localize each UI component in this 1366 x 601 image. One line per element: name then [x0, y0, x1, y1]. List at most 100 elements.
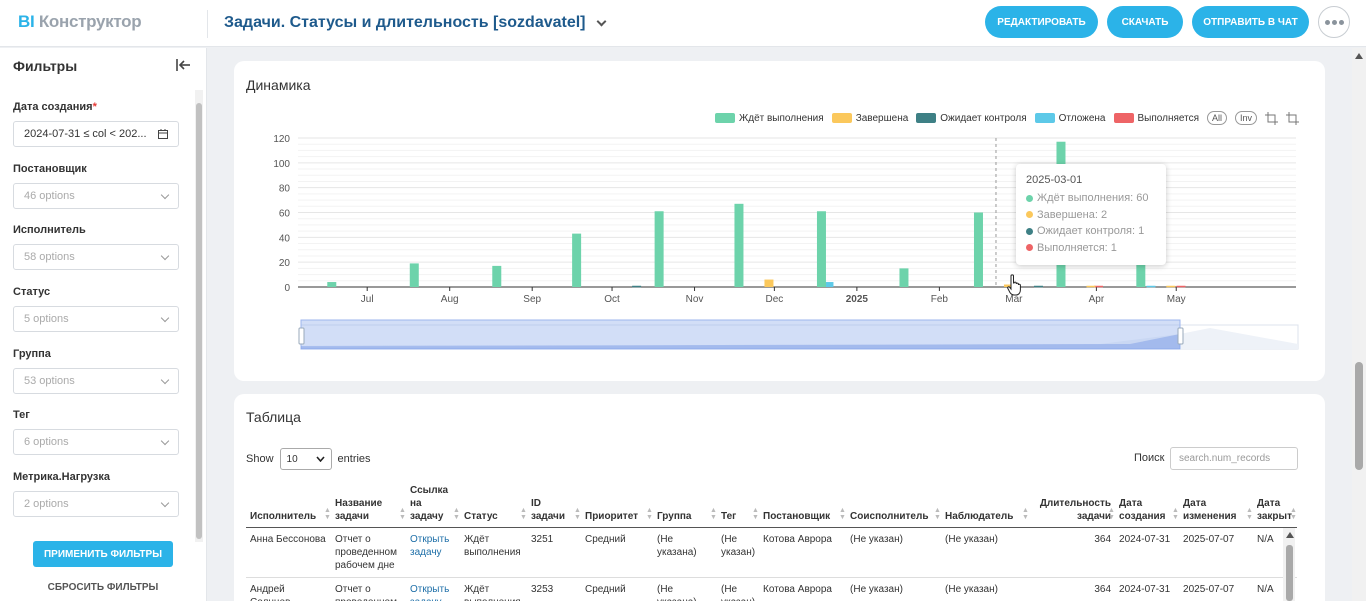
table-cell: (Не указан) [717, 527, 760, 578]
bar-Ждёт выполнения [409, 263, 419, 287]
filter-select[interactable]: 2024-07-31 ≤ col < 202... [13, 121, 179, 147]
filter-select[interactable]: 6 options [13, 429, 179, 455]
more-options-button[interactable] [1318, 6, 1350, 38]
tooltip-marker [1026, 244, 1033, 252]
bar-Ждёт выполнения [492, 265, 502, 287]
bar-Ждёт выполнения [973, 212, 983, 287]
table-cell: (Не указан) [846, 577, 942, 601]
table-scroll-thumb[interactable] [1286, 545, 1293, 601]
sidebar-scroll-thumb[interactable] [196, 103, 202, 539]
x-tick-label: Aug [441, 294, 459, 305]
zoom-reset-icon[interactable] [1286, 111, 1300, 125]
sort-arrows-icon: ▲​▼ [453, 507, 460, 521]
chart-tooltip: 2025-03-01 Ждёт выполнения: 60 Завершена:… [1016, 164, 1166, 265]
reset-filters-button[interactable]: СБРОСИТЬ ФИЛЬТРЫ [47, 582, 159, 593]
bar-Завершена [1086, 285, 1096, 288]
legend-swatch [1113, 113, 1134, 123]
top-bar: BI Конструктор Задачи. Статусы и длитель… [0, 0, 1366, 47]
y-tick-label: 100 [273, 159, 290, 170]
y-tick-label: 40 [279, 233, 291, 244]
table-cell: (Не указан) [941, 577, 1030, 601]
dashboard-title[interactable]: Задачи. Статусы и длительность [sozdavat… [224, 14, 606, 32]
open-task-link[interactable]: Открыть задачу [410, 584, 450, 601]
page-scrollbar[interactable] [1352, 48, 1366, 601]
legend-item[interactable]: Завершена [831, 113, 908, 124]
legend-invert-button[interactable]: Inv [1235, 111, 1258, 125]
table-cell: Отчет о проведенном рабочем дне [331, 527, 406, 578]
x-tick-label: Oct [604, 294, 620, 305]
filter-select[interactable]: 53 options [13, 368, 179, 394]
tooltip-date: 2025-03-01 [1026, 174, 1083, 186]
filter-label: Дата создания* [13, 101, 97, 113]
x-tick-label: Dec [765, 294, 783, 305]
page-scroll-thumb[interactable] [1355, 362, 1363, 470]
legend-label: Выполняется [1137, 112, 1200, 124]
column-header[interactable]: Приоритет ▲​▼ [581, 480, 653, 528]
filter-label: Группа [13, 348, 51, 360]
tooltip-marker [1026, 227, 1033, 235]
column-header[interactable]: Наблюдатель ▲​▼ [941, 480, 1030, 528]
column-header[interactable]: Дата закрыт ▲​▼ [1253, 480, 1298, 528]
column-header[interactable]: Тег ▲​▼ [717, 480, 760, 528]
legend-swatch [715, 113, 735, 123]
filters-sidebar: Фильтры Дата создания* 2024-07-31 ≤ col <… [0, 48, 207, 601]
table-cell: (Не указан) [941, 527, 1030, 578]
column-header[interactable]: Ссылка на задачу ▲​▼ [406, 480, 460, 528]
legend-item[interactable]: Выполняется [1113, 112, 1200, 124]
filter-select[interactable]: 5 options [13, 306, 179, 332]
bar-Завершена [1166, 285, 1176, 288]
filter-select[interactable]: 46 options [13, 183, 179, 209]
table-cell: (Не указан) [717, 577, 760, 601]
logo[interactable]: BI Конструктор [18, 12, 142, 31]
column-header[interactable]: Постановщик ▲​▼ [759, 480, 847, 528]
page-length-select[interactable]: 10 [279, 448, 332, 470]
table-title: Таблица [246, 409, 301, 425]
collapse-sidebar-icon[interactable] [175, 58, 191, 72]
column-header[interactable]: Длительность задачи ▲​▼ [1029, 480, 1116, 528]
download-button[interactable]: СКАЧАТЬ [1107, 6, 1183, 38]
required-marker: * [92, 101, 97, 113]
open-task-link[interactable]: Открыть задачу [410, 534, 450, 558]
y-tick-label: 0 [284, 283, 290, 294]
edit-button[interactable]: РЕДАКТИРОВАТЬ [985, 6, 1098, 38]
scroll-up-arrow-icon[interactable] [1285, 531, 1295, 539]
column-header[interactable]: Название задачи ▲​▼ [331, 480, 406, 528]
sort-arrows-icon: ▲​▼ [520, 507, 527, 521]
apply-filters-button[interactable]: ПРИМЕНИТЬ ФИЛЬТРЫ [33, 541, 173, 567]
tooltip-marker [1026, 211, 1033, 219]
sort-arrows-icon: ▲​▼ [324, 507, 331, 521]
send-to-chat-button[interactable]: ОТПРАВИТЬ В ЧАТ [1192, 6, 1309, 38]
column-header[interactable]: Группа ▲​▼ [653, 480, 717, 528]
data-table: Исполнитель ▲​▼ Название задачи ▲​▼ Ссылка н… [246, 480, 1298, 601]
legend-item[interactable]: Отложена [1034, 113, 1106, 124]
filter-select[interactable]: 2 options [13, 491, 179, 517]
calendar-icon[interactable] [158, 129, 168, 139]
search-input[interactable]: search.num_records [1170, 447, 1298, 470]
chevron-down-icon [315, 456, 325, 462]
column-header[interactable]: Дата создания ▲​▼ [1115, 480, 1180, 528]
legend-select-all-button[interactable]: All [1207, 111, 1228, 125]
scroll-up-arrow-icon[interactable] [1354, 52, 1364, 60]
column-header[interactable]: ID задачи ▲​▼ [527, 480, 581, 528]
table-cell: 2024-07-31 [1115, 527, 1180, 578]
table-cell: 364 [1029, 527, 1116, 578]
zoom-select-icon[interactable] [1265, 111, 1279, 125]
filter-label: Постановщик [13, 163, 87, 175]
table-cell: 3251 [527, 527, 581, 578]
column-header[interactable]: Статус ▲​▼ [460, 480, 527, 528]
table-cell: (Не указана) [653, 577, 717, 601]
filter-label: Статус [13, 286, 51, 298]
column-header[interactable]: Соисполнитель ▲​▼ [846, 480, 942, 528]
legend-label: Ожидает контроля [940, 112, 1027, 124]
bar-Ждёт выполнения [327, 282, 337, 287]
table-row: Анна Бессонова Отчет о проведенном рабоче… [246, 527, 1298, 578]
column-header[interactable]: Исполнитель ▲​▼ [246, 480, 331, 528]
legend-item[interactable]: Ожидает контроля [916, 112, 1027, 124]
y-tick-label: 120 [273, 134, 290, 145]
bar-Завершена [1003, 284, 1013, 287]
sort-arrows-icon: ▲​▼ [1108, 507, 1115, 521]
column-header[interactable]: Дата изменения ▲​▼ [1179, 480, 1254, 528]
filter-select[interactable]: 58 options [13, 244, 179, 270]
legend-item[interactable]: Ждёт выполнения [715, 113, 824, 124]
tooltip-row: Ожидает контроля: 1 [1026, 223, 1156, 240]
